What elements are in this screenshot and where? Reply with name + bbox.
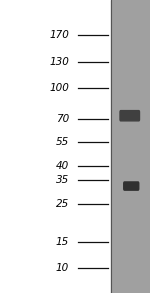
Text: 70: 70 [56, 114, 69, 124]
Text: 15: 15 [56, 237, 69, 247]
FancyBboxPatch shape [120, 110, 140, 121]
Text: 55: 55 [56, 137, 69, 147]
Text: 170: 170 [49, 30, 69, 40]
Text: 25: 25 [56, 199, 69, 209]
FancyBboxPatch shape [124, 182, 139, 190]
Text: 100: 100 [49, 83, 69, 93]
Text: 40: 40 [56, 161, 69, 171]
Text: 130: 130 [49, 57, 69, 67]
Text: 10: 10 [56, 263, 69, 273]
Bar [111, 0, 150, 293]
Text: 35: 35 [56, 175, 69, 185]
